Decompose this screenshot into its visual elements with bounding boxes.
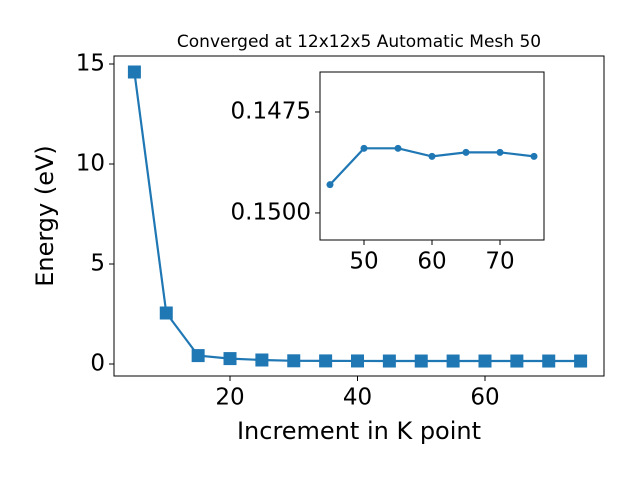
- y-tick-label: 5: [90, 251, 105, 277]
- marker: [127, 65, 141, 79]
- x-tick-label: 20: [215, 385, 244, 411]
- marker: [478, 354, 492, 368]
- marker: [394, 144, 402, 152]
- marker: [287, 354, 301, 368]
- marker: [159, 306, 173, 320]
- marker: [414, 354, 428, 368]
- x-tick-label: 70: [485, 249, 514, 275]
- x-tick-label: 60: [417, 249, 446, 275]
- marker: [223, 352, 237, 366]
- marker: [462, 148, 470, 156]
- marker: [542, 354, 556, 368]
- x-tick-label: 60: [470, 385, 499, 411]
- y-tick-label: 15: [76, 51, 105, 77]
- marker: [510, 354, 524, 368]
- chart-title: Converged at 12x12x5 Automatic Mesh 50: [177, 32, 541, 52]
- x-axis-label: Increment in K point: [237, 417, 481, 445]
- marker: [319, 354, 333, 368]
- marker: [360, 144, 368, 152]
- x-tick-label: 40: [343, 385, 372, 411]
- marker: [351, 354, 365, 368]
- marker: [574, 354, 588, 368]
- y-tick-label: 0.1475: [231, 98, 311, 124]
- marker: [428, 152, 436, 160]
- x-tick-label: 50: [349, 249, 378, 275]
- marker: [496, 148, 504, 156]
- y-tick-label: 0.1500: [231, 199, 311, 225]
- y-tick-label: 10: [76, 151, 105, 177]
- marker: [326, 181, 334, 189]
- y-tick-label: 0: [90, 351, 105, 377]
- marker: [191, 349, 205, 363]
- marker: [382, 354, 396, 368]
- marker: [255, 353, 269, 367]
- marker: [530, 152, 538, 160]
- y-axis-label: Energy (eV): [31, 145, 59, 287]
- marker: [446, 354, 460, 368]
